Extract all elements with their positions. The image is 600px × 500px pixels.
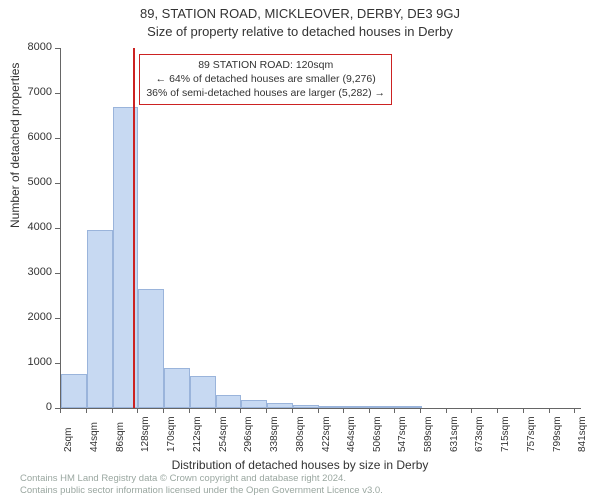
x-tick [574,408,575,413]
x-tick [343,408,344,413]
histogram-bar [190,376,216,408]
title-line-2: Size of property relative to detached ho… [0,24,600,39]
annotation-line-1: 89 STATION ROAD: 120sqm [146,58,385,72]
footer-line-2: Contains public sector information licen… [20,485,383,496]
histogram-bar [138,289,164,408]
histogram-bar [344,406,370,408]
annotation-line-2: ← 64% of detached houses are smaller (9,… [146,72,385,86]
x-tick [446,408,447,413]
x-tick [189,408,190,413]
histogram-bar [87,230,113,408]
x-tick [60,408,61,413]
x-tick [497,408,498,413]
x-tick-label: 547sqm [397,416,408,452]
y-tick [55,138,60,139]
y-tick [55,273,60,274]
x-tick-label: 170sqm [166,416,177,452]
x-tick-label: 128sqm [140,416,151,452]
x-tick-label: 715sqm [500,416,511,452]
x-tick [394,408,395,413]
x-tick [549,408,550,413]
x-tick-label: 44sqm [89,422,100,452]
y-tick-label: 0 [0,401,52,413]
x-tick [318,408,319,413]
histogram-bar [267,403,293,408]
x-tick-label: 338sqm [269,416,280,452]
x-tick [420,408,421,413]
y-tick [55,48,60,49]
x-tick [369,408,370,413]
x-tick-label: 2sqm [63,428,74,452]
y-tick [55,228,60,229]
histogram-bar [293,405,319,408]
x-tick [163,408,164,413]
title-line-1: 89, STATION ROAD, MICKLEOVER, DERBY, DE3… [0,6,600,21]
x-tick-label: 296sqm [243,416,254,452]
histogram-bar [396,406,422,408]
y-tick-label: 6000 [0,131,52,143]
x-tick-label: 422sqm [321,416,332,452]
x-tick-label: 673sqm [474,416,485,452]
y-tick-label: 3000 [0,266,52,278]
histogram-bar [319,406,345,408]
x-tick-label: 631sqm [449,416,460,452]
x-tick-label: 254sqm [218,416,229,452]
y-tick-label: 1000 [0,356,52,368]
y-tick [55,363,60,364]
x-tick-label: 799sqm [552,416,563,452]
x-tick [266,408,267,413]
y-tick-label: 8000 [0,41,52,53]
x-tick-label: 464sqm [346,416,357,452]
x-tick-label: 506sqm [372,416,383,452]
y-tick [55,93,60,94]
chart-container: 89, STATION ROAD, MICKLEOVER, DERBY, DE3… [0,0,600,500]
x-tick [292,408,293,413]
histogram-bar [370,406,396,408]
histogram-bar [241,400,267,408]
annotation-line-3: 36% of semi-detached houses are larger (… [146,86,385,100]
reference-line [133,48,135,408]
x-axis-label: Distribution of detached houses by size … [0,458,600,472]
histogram-bar [216,395,242,408]
x-tick-label: 86sqm [115,422,126,452]
y-tick-label: 5000 [0,176,52,188]
x-tick [137,408,138,413]
plot-area: 89 STATION ROAD: 120sqm ← 64% of detache… [60,48,581,409]
y-tick [55,183,60,184]
y-tick [55,318,60,319]
histogram-bar [164,368,190,409]
x-tick [240,408,241,413]
histogram-bar [61,374,87,408]
x-tick-label: 841sqm [577,416,588,452]
y-tick-label: 7000 [0,86,52,98]
x-tick-label: 589sqm [423,416,434,452]
y-tick-label: 2000 [0,311,52,323]
x-tick [215,408,216,413]
x-tick [86,408,87,413]
x-tick [523,408,524,413]
x-tick [112,408,113,413]
y-tick-label: 4000 [0,221,52,233]
x-tick-label: 380sqm [295,416,306,452]
footer-attribution: Contains HM Land Registry data © Crown c… [20,473,383,496]
x-tick-label: 212sqm [192,416,203,452]
x-tick [471,408,472,413]
x-tick-label: 757sqm [526,416,537,452]
footer-line-1: Contains HM Land Registry data © Crown c… [20,473,383,484]
annotation-box: 89 STATION ROAD: 120sqm ← 64% of detache… [139,54,392,105]
